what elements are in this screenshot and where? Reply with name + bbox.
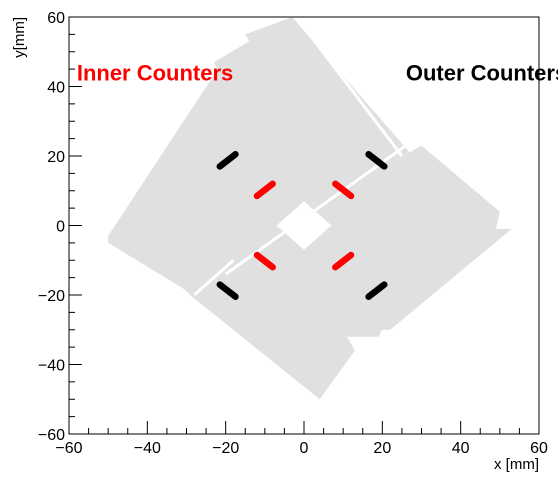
inner-counter-mark <box>332 251 355 271</box>
counter-series-layer <box>216 151 388 300</box>
y-tick-label: 40 <box>47 80 65 97</box>
x-tick-label: 20 <box>373 440 391 457</box>
detector-gap <box>294 16 404 157</box>
y-tick-label: −60 <box>38 427 65 444</box>
axis-tick-labels: −60−60 −40 −40 −20 −20 0 0 20 20 40 40 60 60 <box>38 10 548 457</box>
x-tick-label: 40 <box>452 440 470 457</box>
x-axis-title: x [mm] <box>494 456 539 473</box>
outer-counter-mark <box>365 151 388 170</box>
y-tick-label: −20 <box>38 288 65 305</box>
detector-area <box>108 17 512 400</box>
outer-counter-mark <box>216 281 239 300</box>
x-tick-label: −20 <box>212 440 239 457</box>
x-tick-label: −40 <box>134 440 161 457</box>
x-tick-label: 0 <box>300 440 309 457</box>
detector-gap <box>193 259 235 297</box>
y-axis-title: y[mm] <box>11 17 28 58</box>
axis-ticks <box>68 16 540 435</box>
y-tick-label: 60 <box>47 10 65 27</box>
inner-counter-mark <box>253 251 276 271</box>
inner-counter-mark <box>332 180 355 200</box>
x-tick-label: −60 <box>55 440 82 457</box>
inner-counter-mark <box>253 180 276 200</box>
y-tick-label: 0 <box>56 219 65 236</box>
y-tick-label: 20 <box>47 149 65 166</box>
y-tick-label: −40 <box>38 358 65 375</box>
outer-counter-mark <box>216 151 239 170</box>
outer-counter-mark <box>365 281 388 300</box>
outer-counters-label: Outer Counters <box>406 61 558 86</box>
inner-counters-label: Inner Counters <box>77 61 233 86</box>
x-tick-label: 60 <box>530 440 548 457</box>
